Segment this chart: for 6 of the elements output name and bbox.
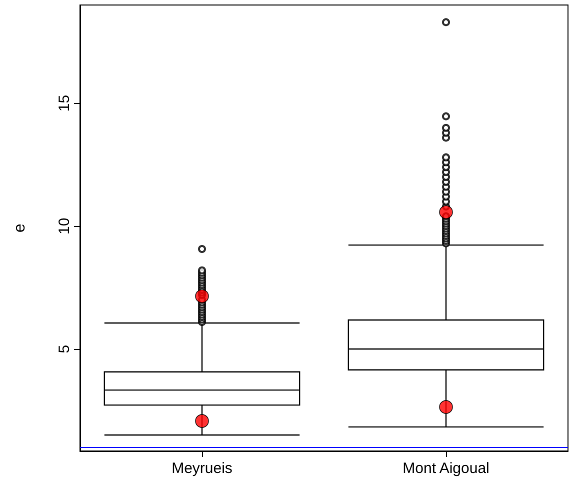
x-tick-label: Mont Aigoual bbox=[402, 460, 490, 477]
y-axis-title: e bbox=[12, 223, 28, 232]
y-tick-label: 10 bbox=[56, 218, 73, 234]
x-tick-label: Meyrueis bbox=[172, 460, 232, 477]
y-tick-label: 15 bbox=[56, 94, 73, 112]
y-tick-label: 5 bbox=[56, 344, 73, 354]
